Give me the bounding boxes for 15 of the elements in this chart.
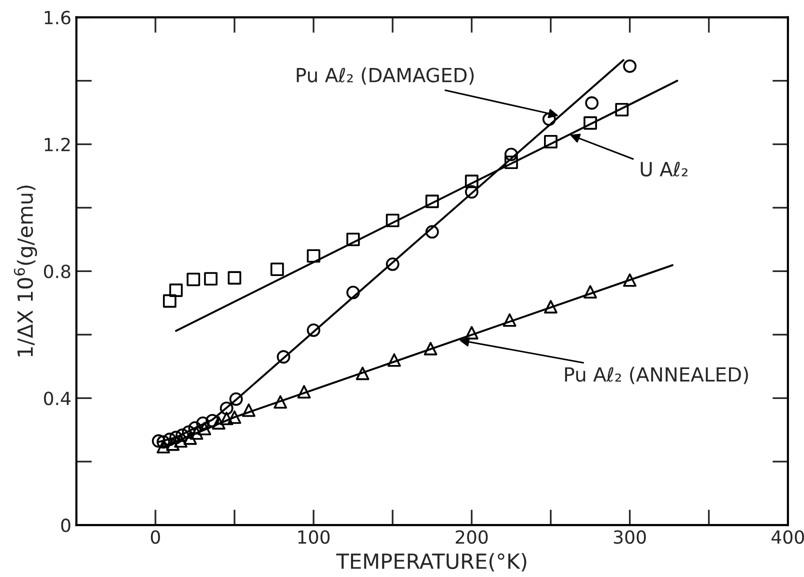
y-tick-label: 0.8 (44, 264, 70, 278)
x-tick-label: 0 (150, 530, 160, 544)
y-tick-label: 1.6 (44, 10, 70, 24)
y-tick-label: 1.2 (44, 138, 70, 152)
y-tick-label: 0 (61, 518, 70, 532)
x-axis-title: TEMPERATURE(°K) (336, 552, 526, 572)
x-tick-label: 100 (298, 530, 330, 544)
x-tick-label: 200 (456, 530, 488, 544)
x-tick-label: 300 (614, 530, 646, 544)
y-tick-label: 0.4 (44, 392, 71, 406)
y-axis-title: 1/ΔX 10$^{6}$(g/emu) (14, 186, 38, 356)
annotation: Pu Aℓ₂ (DAMAGED) (296, 67, 474, 85)
annotation: U Aℓ₂ (640, 162, 688, 176)
annotation: Pu Aℓ₂ (ANNEALED) (565, 366, 748, 384)
x-tick-label: 400 (772, 530, 804, 544)
